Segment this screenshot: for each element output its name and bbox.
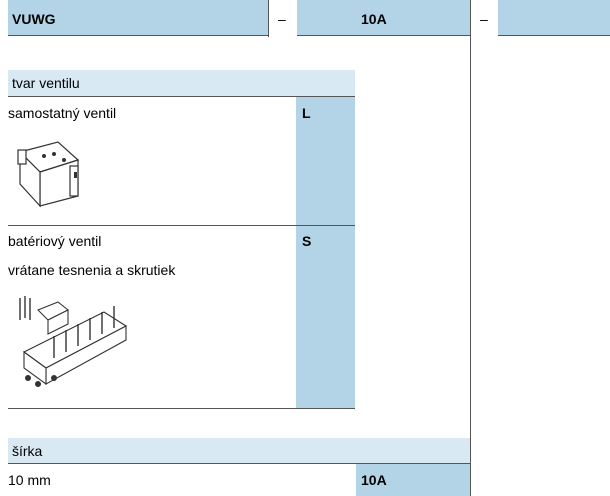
section-header bbox=[8, 438, 470, 463]
row-label: vrátane tesnenia a skrutiek bbox=[8, 262, 176, 278]
divider bbox=[268, 0, 269, 37]
code-cell bbox=[8, 0, 268, 36]
row-label: 10 mm bbox=[8, 472, 51, 488]
separator: – bbox=[480, 11, 488, 27]
column-line bbox=[470, 0, 471, 496]
option-cell bbox=[297, 0, 356, 36]
section-header bbox=[8, 70, 355, 96]
rule bbox=[8, 96, 355, 97]
rule bbox=[8, 408, 355, 409]
option-code: 10A bbox=[361, 11, 387, 27]
separator: – bbox=[278, 11, 286, 27]
row-code: L bbox=[302, 105, 311, 121]
rule bbox=[8, 225, 355, 226]
code-column bbox=[296, 97, 355, 408]
section-title: tvar ventilu bbox=[12, 75, 80, 91]
option-cell bbox=[498, 0, 610, 36]
section-title: šírka bbox=[12, 443, 43, 459]
row-code: S bbox=[302, 233, 312, 249]
rule bbox=[8, 463, 470, 464]
row-label: samostatný ventil bbox=[8, 105, 117, 121]
row-label: batériový ventil bbox=[8, 233, 102, 249]
valve-image bbox=[17, 141, 80, 208]
type-code: VUWG bbox=[12, 11, 56, 27]
option-cell bbox=[356, 0, 470, 36]
code-column bbox=[356, 464, 470, 496]
manifold-image bbox=[19, 296, 128, 387]
row-code: 10A bbox=[361, 472, 387, 488]
